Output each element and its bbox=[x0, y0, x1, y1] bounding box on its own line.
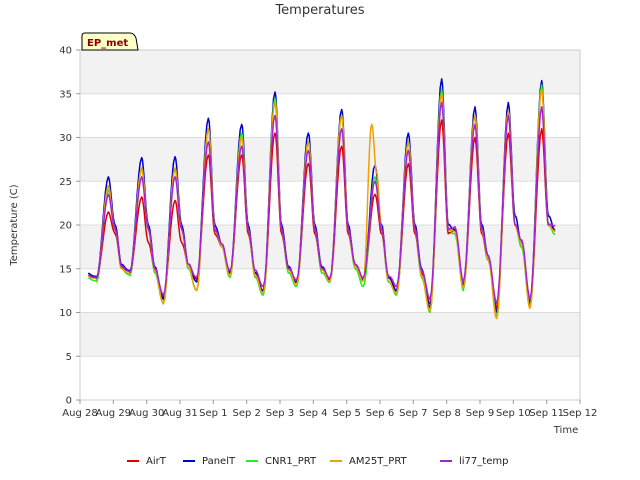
x-tick-label: Sep 2 bbox=[232, 408, 260, 419]
x-tick-label: Sep 7 bbox=[399, 408, 427, 419]
x-tick-label: Aug 28 bbox=[62, 408, 97, 419]
y-tick-label: 10 bbox=[59, 308, 72, 319]
x-tick-label: Sep 3 bbox=[266, 408, 294, 419]
x-tick-label: Aug 31 bbox=[162, 408, 197, 419]
y-tick-label: 5 bbox=[66, 352, 72, 363]
x-tick-label: Sep 4 bbox=[299, 408, 327, 419]
x-tick-label: Aug 30 bbox=[129, 408, 164, 419]
series-lines bbox=[87, 78, 556, 320]
y-axis-ticks: 0 5 10 15 20 25 30 35 40 bbox=[59, 46, 80, 407]
y-tick-label: 40 bbox=[59, 46, 72, 57]
x-tick-label: Sep 8 bbox=[432, 408, 460, 419]
y-axis-title: Temperature (C) bbox=[9, 184, 20, 266]
legend-label: PanelT bbox=[202, 456, 236, 467]
series-line-li77-temp bbox=[87, 101, 556, 305]
legend: AirT PanelT CNR1_PRT AM25T_PRT li77_temp bbox=[127, 456, 508, 467]
y-tick-label: 35 bbox=[59, 89, 72, 100]
legend-label: li77_temp bbox=[459, 456, 508, 467]
x-tick-label: Sep 12 bbox=[563, 408, 598, 419]
x-tick-label: Sep 9 bbox=[466, 408, 494, 419]
site-badge: EP_met bbox=[81, 32, 139, 51]
chart-title: Temperatures bbox=[274, 3, 364, 18]
x-tick-label: Sep 5 bbox=[332, 408, 360, 419]
series-line-am25t-prt bbox=[87, 88, 556, 320]
y-tick-label: 0 bbox=[66, 396, 72, 407]
y-tick-label: 25 bbox=[59, 177, 72, 188]
legend-label: AM25T_PRT bbox=[349, 456, 408, 467]
legend-label: AirT bbox=[146, 456, 167, 467]
x-tick-label: Sep 1 bbox=[199, 408, 227, 419]
y-tick-label: 20 bbox=[59, 221, 72, 232]
site-badge-label: EP_met bbox=[87, 38, 128, 49]
x-tick-label: Sep 10 bbox=[496, 408, 531, 419]
legend-label: CNR1_PRT bbox=[265, 456, 317, 467]
plot-band bbox=[80, 137, 580, 182]
plot-band bbox=[80, 50, 580, 94]
y-tick-label: 30 bbox=[59, 133, 72, 144]
x-axis-title: Time bbox=[553, 425, 578, 436]
plot-band bbox=[80, 225, 580, 269]
plot-band bbox=[80, 312, 580, 357]
plot-bands bbox=[80, 50, 580, 357]
x-tick-label: Sep 11 bbox=[529, 408, 564, 419]
x-tick-label: Sep 6 bbox=[366, 408, 394, 419]
y-tick-label: 15 bbox=[59, 264, 72, 275]
x-tick-label: Aug 29 bbox=[96, 408, 131, 419]
